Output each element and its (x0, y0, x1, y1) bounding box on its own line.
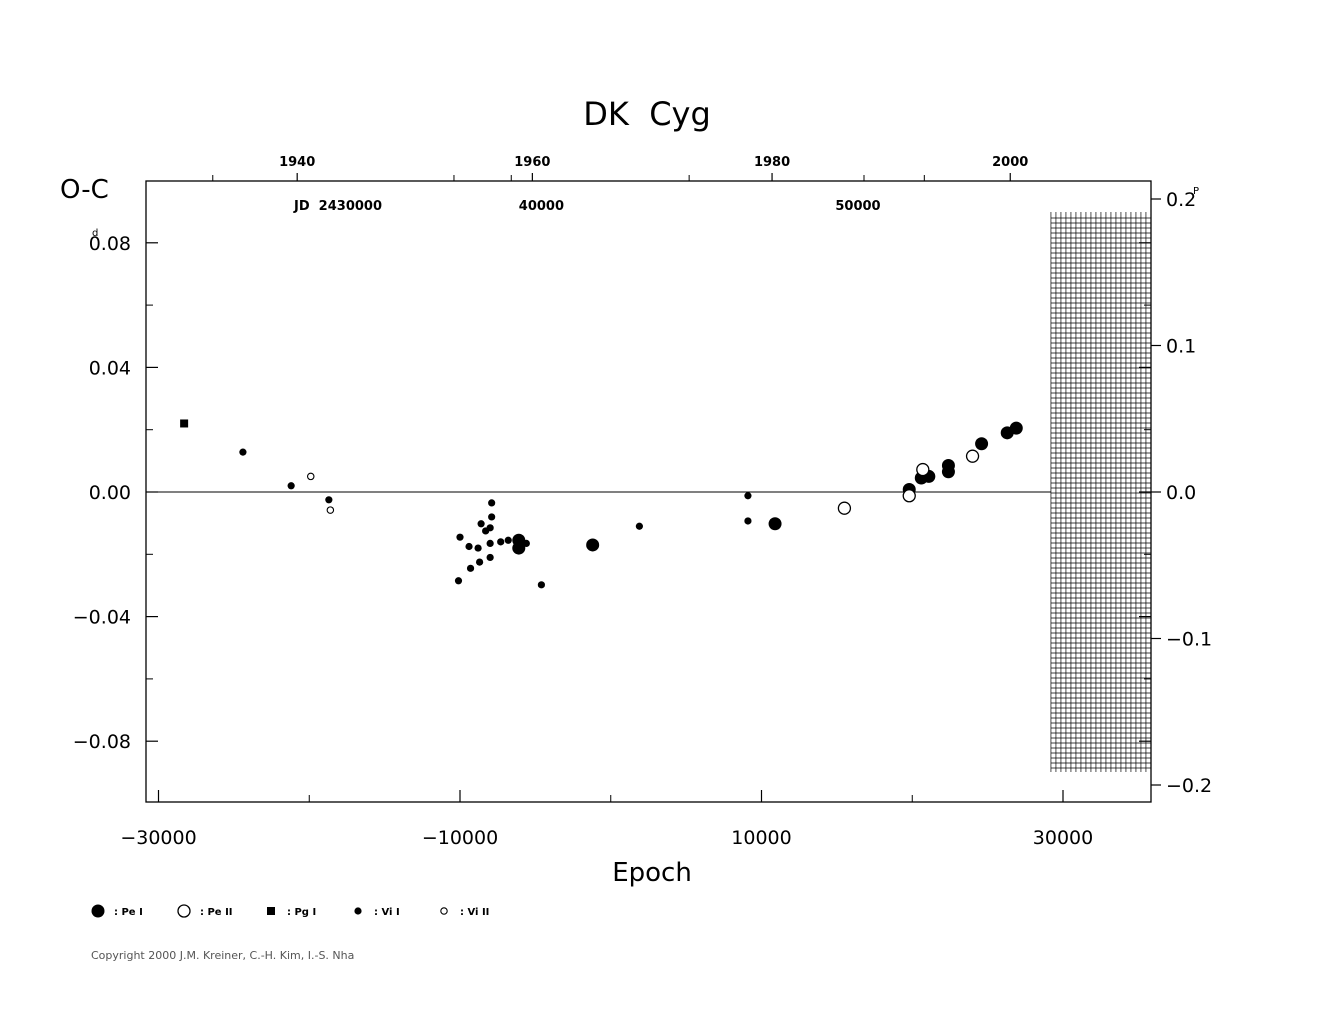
year-label: 1960 (514, 155, 550, 170)
data-point (466, 564, 475, 572)
data-point (456, 533, 464, 541)
y2-unit-label: P (1193, 186, 1199, 197)
legend-marker (177, 904, 191, 918)
y2-tick-label: 0.1 (1166, 336, 1196, 358)
legend-marker (267, 907, 275, 915)
legend-label: : Pe I (114, 907, 143, 918)
jd-tick-label: 50000 (835, 199, 880, 214)
legend-label: : Vi II (460, 907, 489, 918)
data-point (768, 517, 782, 531)
data-point (486, 524, 494, 532)
data-point (902, 489, 916, 503)
legend-marker (354, 907, 362, 915)
y-unit-label: d (92, 228, 98, 239)
jd-tick-label: 40000 (519, 199, 564, 214)
y2-tick-label: 0.0 (1166, 482, 1196, 504)
data-point (497, 538, 505, 546)
data-point (941, 465, 955, 479)
y2-tick-label: −0.2 (1166, 775, 1212, 797)
legend: : Pe I : Pe II : Pg I : Vi I : Vi II (91, 904, 489, 918)
data-point (504, 536, 512, 544)
data-point (488, 513, 496, 521)
x-tick-label: 10000 (731, 827, 791, 849)
data-point (522, 539, 530, 547)
x-tick-label: 30000 (1033, 827, 1093, 849)
data-point (965, 449, 980, 463)
x-tick-label: −10000 (422, 827, 498, 849)
data-point (744, 517, 752, 525)
data-point (454, 577, 463, 585)
y-axis-label: O-C (60, 175, 109, 205)
legend-label: : Pe II (200, 907, 233, 918)
data-point (287, 482, 295, 490)
data-point (307, 472, 315, 481)
legend-label: : Pg I (287, 907, 316, 918)
y-tick-label: 0.00 (89, 482, 131, 504)
data-point (586, 538, 600, 552)
legend-marker (91, 904, 105, 918)
legend-marker (440, 907, 448, 915)
data-point (239, 448, 247, 456)
data-point (326, 506, 335, 514)
y2-tick-label: −0.1 (1166, 629, 1212, 651)
data-point (465, 542, 473, 551)
y-tick-label: −0.08 (73, 731, 131, 753)
data-point (635, 522, 643, 530)
data-point (325, 496, 333, 504)
data-point (975, 437, 989, 451)
grid-region (1050, 212, 1152, 772)
data-point (488, 499, 496, 507)
y2-tick-label: 0.2 (1166, 189, 1196, 211)
x-axis-label: Epoch (612, 858, 692, 888)
data-point (1009, 421, 1023, 435)
data-point (474, 544, 482, 552)
year-label: 1940 (279, 155, 315, 170)
data-point (837, 501, 852, 515)
year-label: 2000 (992, 155, 1028, 170)
data-point (486, 553, 494, 562)
axes: −30000 −10000 10000 30000 0.08 0.04 0.00 −0.04 −… (73, 155, 1212, 849)
data-point (916, 462, 930, 477)
year-label: 1980 (754, 155, 790, 170)
copyright-text: Copyright 2000 J.M. Kreiner, C.-H. Kim, … (91, 949, 355, 962)
y-tick-label: −0.04 (73, 607, 131, 629)
data-point (486, 539, 494, 547)
y-tick-label: 0.08 (89, 233, 131, 255)
data-point (475, 558, 484, 566)
legend-label: : Vi I (374, 907, 400, 918)
data-point (744, 492, 752, 500)
data-point (512, 541, 526, 555)
data-point (180, 419, 189, 428)
y-tick-label: 0.04 (89, 357, 131, 379)
data-point (537, 581, 546, 589)
jd-label: JD 2430000 (293, 199, 382, 214)
data-point (477, 520, 485, 528)
x-tick-label: −30000 (120, 827, 196, 849)
chart-title: DK Cyg (583, 95, 711, 133)
data-points (180, 419, 1023, 589)
